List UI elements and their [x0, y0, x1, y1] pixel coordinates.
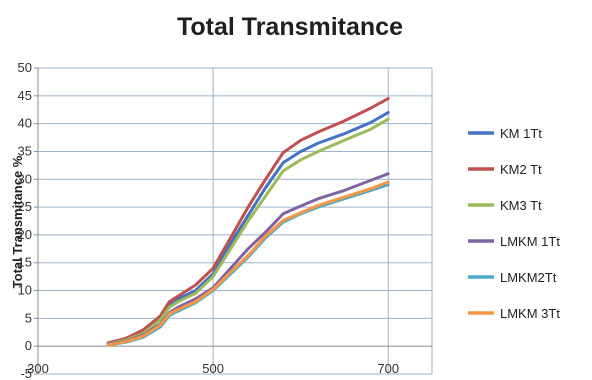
y-tick-label: 5 — [25, 310, 32, 325]
legend-label: LMKM 3Tt — [500, 306, 560, 321]
y-tick-label: 50 — [18, 60, 32, 75]
x-tick-label: 700 — [377, 361, 399, 376]
legend-label: LMKM2Tt — [500, 270, 557, 285]
y-tick-label: 35 — [18, 143, 32, 158]
series-lines — [106, 97, 390, 347]
legend-item: LMKM2Tt — [468, 270, 557, 285]
legend-label: KM3 Tt — [500, 198, 542, 213]
x-tick-label: 300 — [27, 361, 49, 376]
legend-label: LMKM 1Tt — [500, 234, 560, 249]
y-tick-label: 25 — [18, 199, 32, 214]
series-line-6 — [106, 180, 390, 347]
series-line-3 — [106, 117, 390, 346]
legend-label: KM2 Tt — [500, 162, 542, 177]
y-axis-label: Total Transmitance % — [10, 155, 25, 288]
axes — [34, 67, 432, 375]
legend-label: KM 1Tt — [500, 126, 542, 141]
legend-item: KM3 Tt — [468, 198, 542, 213]
series-line-1 — [106, 111, 390, 345]
tick-labels: -5 0 5 10 15 20 25 30 35 40 45 50 300 500 700 — [18, 60, 400, 380]
chart-title: Total Transmitance — [177, 13, 403, 41]
y-tick-label: 40 — [18, 116, 32, 131]
y-tick-label: 15 — [18, 255, 32, 270]
legend-item: KM 1Tt — [468, 126, 542, 141]
legend-item: KM2 Tt — [468, 162, 542, 177]
y-tick-label: 45 — [18, 88, 32, 103]
y-tick-label: 30 — [18, 171, 32, 186]
series-line-2 — [106, 97, 390, 345]
legend-item: LMKM 1Tt — [468, 234, 560, 249]
y-tick-label: 10 — [18, 283, 32, 298]
x-tick-label: 500 — [202, 361, 224, 376]
legend-item: LMKM 3Tt — [468, 306, 560, 321]
legend: KM 1Tt KM2 Tt KM3 Tt LMKM 1Tt LMKM2Tt LMKM 3T… — [468, 126, 560, 321]
y-tick-label: 0 — [25, 338, 32, 353]
y-tick-label: 20 — [18, 227, 32, 242]
grid — [37, 67, 433, 375]
y-tick-label: -5 — [20, 366, 32, 380]
